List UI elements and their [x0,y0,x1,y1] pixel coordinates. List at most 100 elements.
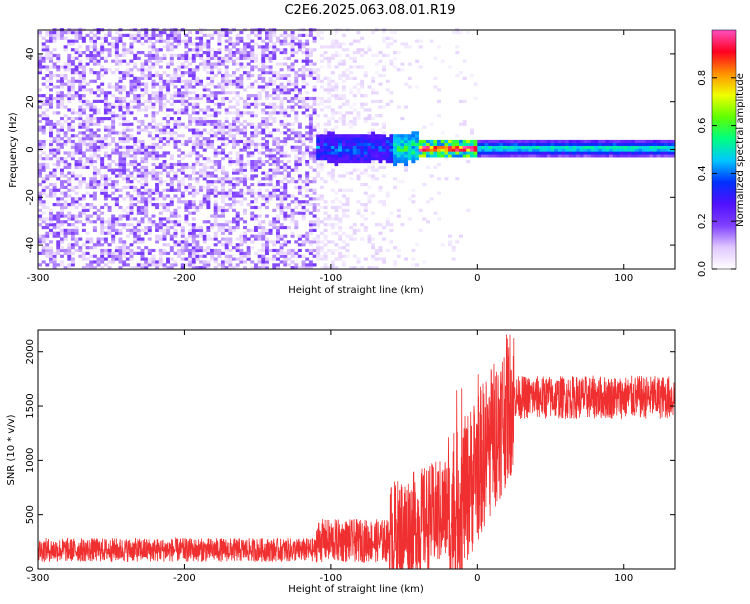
heatmap-cell [239,36,244,40]
heatmap-cell [74,39,79,43]
heatmap-cell [151,220,156,224]
heatmap-cell [228,111,233,115]
heatmap-cell [389,99,394,103]
heatmap-cell [103,226,108,230]
heatmap-cell [283,174,288,178]
heatmap-cell [440,243,445,247]
heatmap-cell [645,142,650,146]
heatmap-cell [125,191,130,195]
heatmap-cell [103,111,108,115]
heatmap-cell [122,208,127,212]
heatmap-cell [265,122,269,126]
heatmap-cell [81,76,86,80]
heatmap-cell [235,82,240,86]
heatmap-cell [158,79,163,83]
heatmap-cell [202,65,207,69]
heatmap-cell [202,254,207,258]
heatmap-cell [283,122,288,126]
heatmap-cell [81,85,86,89]
heatmap-cell [268,117,273,121]
heatmap-cell [374,151,379,155]
heatmap-cell [89,108,94,112]
heatmap-cell [312,85,317,89]
heatmap-cell [334,125,339,129]
heatmap-cell [173,45,178,49]
heatmap-cell [45,79,50,83]
heatmap-cell [158,96,163,101]
heatmap-cell [228,31,233,35]
heatmap-cell [103,188,108,192]
heatmap-cell [191,85,196,89]
heatmap-cell [100,237,105,241]
heatmap-cell [330,148,335,152]
heatmap-cell [378,246,383,250]
heatmap-cell [49,183,53,187]
heatmap-cell [188,231,193,235]
heatmap-cell [290,260,295,264]
heatmap-cell [191,248,196,253]
heatmap-cell [396,142,401,146]
heatmap-cell [202,62,207,66]
heatmap-cell [272,74,277,78]
heatmap-cell [349,151,354,155]
heatmap-cell [89,102,94,106]
heatmap-cell [111,128,116,132]
heatmap-cell [243,88,247,92]
heatmap-cell [184,248,189,253]
heatmap-cell [180,226,185,230]
heatmap-cell [459,142,463,146]
heatmap-cell [125,228,130,232]
heatmap-cell [41,157,46,161]
heatmap-cell [243,111,247,115]
heatmap-cell [305,105,310,109]
heatmap-cell [213,266,218,270]
heatmap-cell [45,246,50,250]
heatmap-cell [177,139,182,144]
heatmap-cell [349,119,354,124]
heatmap-cell [371,145,376,149]
heatmap-cell [316,257,321,261]
heatmap-cell [158,180,163,184]
heatmap-cell [257,31,262,35]
heatmap-cell [330,45,335,49]
heatmap-cell [393,157,398,161]
heatmap-cell [41,200,46,204]
heatmap-cell [111,217,116,221]
heatmap-cell [217,177,222,181]
heatmap-cell [268,68,273,72]
heatmap-cell [144,145,149,149]
heatmap-cell [385,88,390,92]
heatmap-cell [290,254,295,258]
heatmap-cell [257,183,262,187]
heatmap-cell [605,142,610,146]
heatmap-cell [323,76,328,80]
heatmap-cell [96,157,101,161]
heatmap-cell [169,131,174,135]
heatmap-cell [330,160,335,164]
heatmap-cell [217,31,222,35]
heatmap-cell [276,214,280,218]
heatmap-cell [327,85,332,89]
heatmap-cell [199,203,204,207]
heatmap-cell [323,51,328,55]
heatmap-cell [382,122,387,126]
heatmap-cell [191,205,196,210]
heatmap-cell [92,91,97,95]
heatmap-cell [169,117,174,121]
heatmap-cell [224,39,229,43]
heatmap-cell [484,142,489,146]
heatmap-cell [140,165,145,169]
heatmap-cell [180,231,185,235]
heatmap-cell [349,177,354,181]
heatmap-cell [279,102,284,106]
heatmap-cell [239,53,244,58]
heatmap-cell [70,76,75,80]
heatmap-cell [49,128,53,132]
heatmap-cell [45,65,50,69]
heatmap-cell [85,82,90,86]
heatmap-cell [122,223,127,227]
heatmap-cell [276,205,280,210]
heatmap-cell [144,203,149,207]
heatmap-cell [345,254,350,258]
heatmap-cell [254,59,258,63]
